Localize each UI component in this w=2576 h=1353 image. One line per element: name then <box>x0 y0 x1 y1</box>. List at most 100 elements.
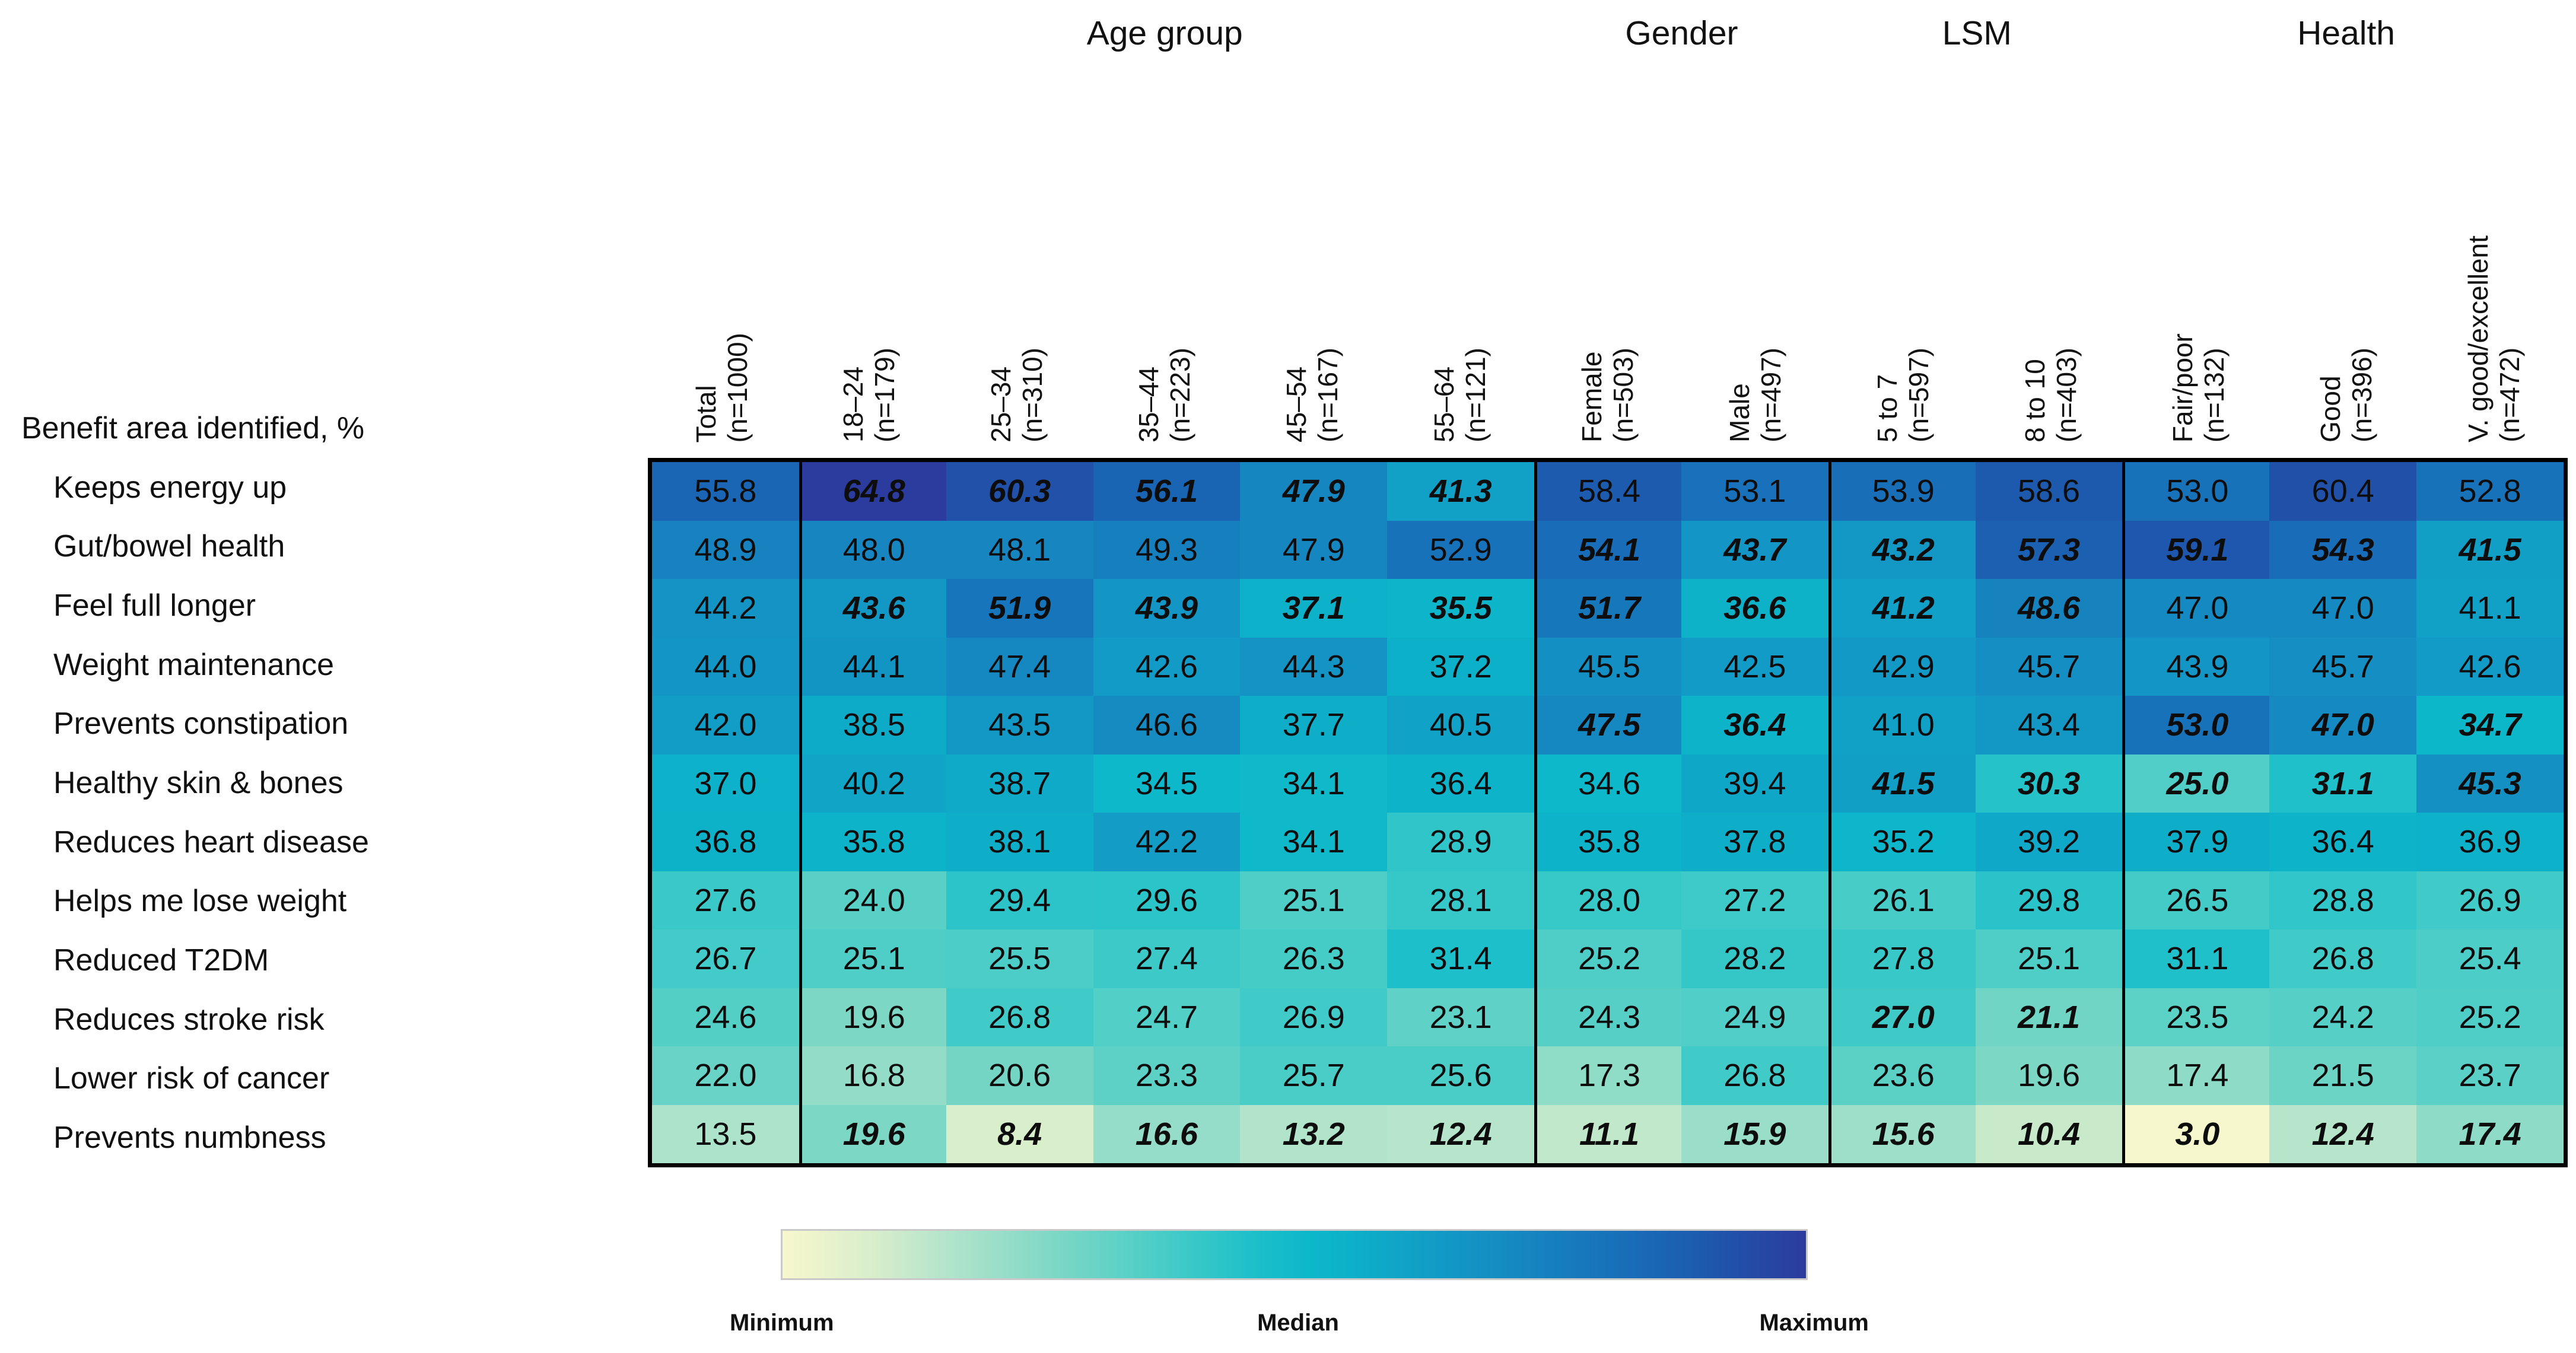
heatmap-cell: 25.1 <box>799 929 946 988</box>
heatmap-cell: 35.8 <box>799 813 946 871</box>
column-group-header-row: Age group Gender LSM Health <box>648 7 2568 59</box>
heatmap-cell: 16.8 <box>799 1046 946 1105</box>
heatmap-cell: 28.8 <box>2269 871 2417 929</box>
heatmap-cell: 54.1 <box>1534 520 1681 579</box>
heatmap-cell: 29.4 <box>946 871 1093 929</box>
column-header: Fair/poor (n=132) <box>2125 65 2272 445</box>
row-label: Weight maintenance <box>53 647 335 682</box>
column-header-label: Female (n=503) <box>1576 348 1639 442</box>
heatmap-cell: 16.6 <box>1093 1104 1241 1163</box>
column-group-label: Age group <box>1086 14 1243 52</box>
heatmap-cell: 44.2 <box>652 579 799 638</box>
heatmap-cell: 35.8 <box>1534 813 1681 871</box>
heatmap-cell: 21.5 <box>2269 1046 2417 1105</box>
heatmap-cell: 22.0 <box>652 1046 799 1105</box>
heatmap-cell: 25.6 <box>1387 1046 1535 1105</box>
heatmap-cell: 25.4 <box>2416 929 2564 988</box>
heatmap-cell: 43.9 <box>2122 637 2270 696</box>
heatmap-cell: 43.5 <box>946 696 1093 755</box>
heatmap-cell: 52.8 <box>2416 462 2564 521</box>
heatmap-cell: 53.0 <box>2122 696 2270 755</box>
heatmap-cell: 13.5 <box>652 1104 799 1163</box>
heatmap-cell: 12.4 <box>1387 1104 1535 1163</box>
heatmap-cell: 11.1 <box>1534 1104 1681 1163</box>
row-label: Feel full longer <box>53 588 256 623</box>
heatmap-cell: 36.4 <box>1681 696 1828 755</box>
heatmap-cell: 38.5 <box>799 696 946 755</box>
heatmap-cell: 48.6 <box>1975 579 2123 638</box>
heatmap-cell: 8.4 <box>946 1104 1093 1163</box>
heatmap-cell: 41.1 <box>2416 579 2564 638</box>
row-label: Healthy skin & bones <box>53 766 344 801</box>
heatmap-cell: 47.9 <box>1240 520 1388 579</box>
column-header-label: V. good/excellent (n=472) <box>2462 235 2525 442</box>
heatmap-cell: 44.0 <box>652 637 799 696</box>
heatmap-cell: 24.3 <box>1534 988 1681 1046</box>
heatmap-cell: 48.9 <box>652 520 799 579</box>
heatmap-cell: 34.6 <box>1534 754 1681 813</box>
heatmap-cell: 17.3 <box>1534 1046 1681 1105</box>
heatmap-cell: 51.7 <box>1534 579 1681 638</box>
heatmap-cell: 64.8 <box>799 462 946 521</box>
heatmap-cell: 26.7 <box>652 929 799 988</box>
heatmap-cell: 39.4 <box>1681 754 1828 813</box>
heatmap-cell: 17.4 <box>2416 1104 2564 1163</box>
row-label: Reduces heart disease <box>53 824 369 859</box>
heatmap-cell: 47.0 <box>2269 696 2417 755</box>
heatmap-cell: 25.1 <box>1240 871 1388 929</box>
heatmap-cell: 39.2 <box>1975 813 2123 871</box>
heatmap-cell: 58.4 <box>1534 462 1681 521</box>
row-label: Keeps energy up <box>53 470 287 505</box>
column-header-label: Fair/poor (n=132) <box>2167 333 2230 442</box>
heatmap-cell: 45.3 <box>2416 754 2564 813</box>
heatmap-grid: 55.8 64.8 60.3 56.1 47.9 41.3 58.4 53.1 53.9 58.6… <box>648 458 2568 1167</box>
heatmap-cell: 20.6 <box>946 1046 1093 1105</box>
heatmap-cell: 10.4 <box>1975 1104 2123 1163</box>
heatmap-cell: 24.0 <box>799 871 946 929</box>
column-header-label: 25–34 (n=310) <box>985 348 1048 442</box>
heatmap-cell: 26.8 <box>946 988 1093 1046</box>
column-header: 5 to 7 (n=597) <box>1829 65 1977 445</box>
heatmap-cell: 42.5 <box>1681 637 1828 696</box>
heatmap-cell: 34.7 <box>2416 696 2564 755</box>
heatmap-cell: 36.4 <box>1387 754 1535 813</box>
heatmap-cell: 47.5 <box>1534 696 1681 755</box>
heatmap-cell: 26.3 <box>1240 929 1388 988</box>
column-header-label: Male (n=497) <box>1724 348 1786 442</box>
heatmap-cell: 47.9 <box>1240 462 1388 521</box>
heatmap-cell: 42.6 <box>1093 637 1241 696</box>
column-header: Good (n=396) <box>2272 65 2420 445</box>
heatmap-cell: 28.0 <box>1534 871 1681 929</box>
heatmap-cell: 28.2 <box>1681 929 1828 988</box>
heatmap-cell: 53.0 <box>2122 462 2270 521</box>
legend-label-minimum: Minimum <box>730 1310 834 1336</box>
heatmap-cell: 26.9 <box>2416 871 2564 929</box>
heatmap-cell: 46.6 <box>1093 696 1241 755</box>
heatmap-cell: 43.2 <box>1828 520 1976 579</box>
heatmap-cell: 45.7 <box>1975 637 2123 696</box>
heatmap-cell: 51.9 <box>946 579 1093 638</box>
heatmap-cell: 21.1 <box>1975 988 2123 1046</box>
heatmap-cell: 40.5 <box>1387 696 1535 755</box>
heatmap-cell: 34.5 <box>1093 754 1241 813</box>
heatmap-cell: 35.2 <box>1828 813 1976 871</box>
heatmap-cell: 58.6 <box>1975 462 2123 521</box>
heatmap-cell: 59.1 <box>2122 520 2270 579</box>
heatmap-cell: 60.4 <box>2269 462 2417 521</box>
heatmap-cell: 55.8 <box>652 462 799 521</box>
legend-gradient-bar <box>781 1229 1808 1280</box>
heatmap-cell: 29.6 <box>1093 871 1241 929</box>
heatmap-cell: 25.1 <box>1975 929 2123 988</box>
heatmap-cell: 41.3 <box>1387 462 1535 521</box>
heatmap-cell: 38.7 <box>946 754 1093 813</box>
heatmap-cell: 25.5 <box>946 929 1093 988</box>
heatmap-cell: 19.6 <box>799 988 946 1046</box>
rows-header: Benefit area identified, % <box>21 411 365 445</box>
heatmap-cell: 23.1 <box>1387 988 1535 1046</box>
heatmap-cell: 12.4 <box>2269 1104 2417 1163</box>
heatmap-cell: 60.3 <box>946 462 1093 521</box>
heatmap-cell: 43.4 <box>1975 696 2123 755</box>
heatmap-cell: 23.7 <box>2416 1046 2564 1105</box>
heatmap-cell: 37.1 <box>1240 579 1388 638</box>
